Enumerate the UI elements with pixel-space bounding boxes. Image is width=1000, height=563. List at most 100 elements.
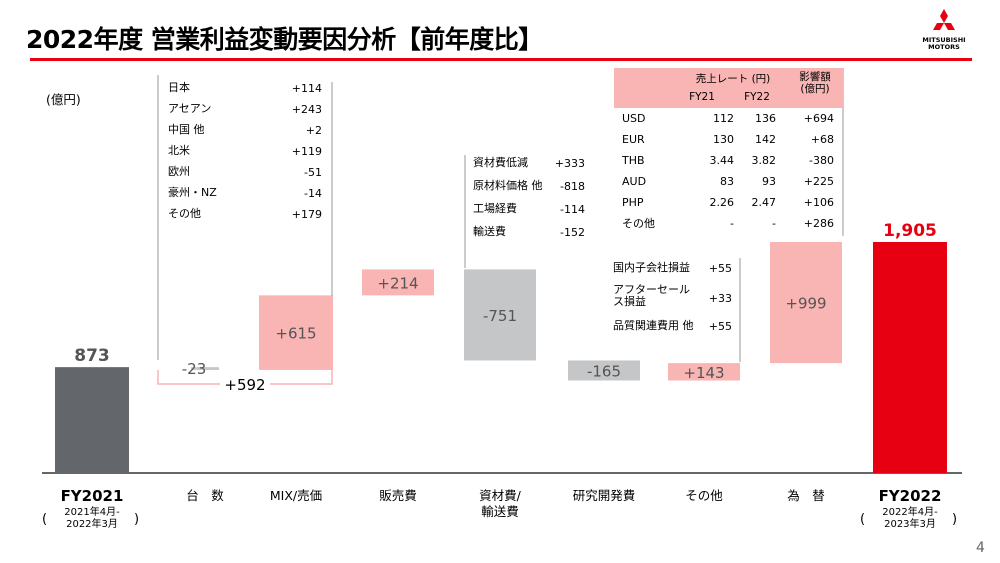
- breakdown-value: +55: [708, 262, 732, 275]
- fx-cell-fy21: 2.26: [709, 196, 735, 209]
- fx-cell-currency: THB: [622, 154, 645, 167]
- table-row: PHP 2.26 2.47 +106: [614, 196, 843, 210]
- fx-header-fy21: FY21: [689, 91, 715, 103]
- breakdown-value: +2: [305, 124, 322, 137]
- category-label: その他: [685, 488, 723, 503]
- breakdown-label: その他: [168, 207, 201, 220]
- breakdown-label: 国内子会社損益: [613, 261, 690, 274]
- open-paren: (: [42, 512, 48, 527]
- fx-cell-fy21: 83: [720, 175, 734, 188]
- category-label: 為 替: [787, 488, 825, 503]
- table-row: USD 112 136 +694: [614, 112, 843, 126]
- list-item: アフターセール ス損益 +33: [613, 284, 738, 308]
- bracket-label: +592: [224, 376, 265, 394]
- list-item: 北米 +119: [168, 145, 328, 159]
- list-item: アセアン +243: [168, 103, 328, 117]
- list-item: 中国 他 +2: [168, 124, 328, 138]
- list-item: 資材費低減 +333: [473, 157, 585, 171]
- fx-cell-impact: -380: [809, 154, 834, 167]
- breakdown-value: -14: [304, 187, 322, 200]
- bar-2: [259, 295, 333, 370]
- fx-cell-fy22: 142: [755, 133, 776, 146]
- fx-cell-currency: その他: [622, 217, 655, 230]
- breakdown-label: 品質関連費用 他: [613, 319, 694, 332]
- title-underline: [30, 58, 972, 61]
- fx-header-rate: 売上レート (円): [695, 73, 771, 85]
- list-item: 欧州 -51: [168, 166, 328, 180]
- breakdown-label: 工場経費: [473, 202, 517, 215]
- fx-cell-impact: +225: [803, 175, 834, 188]
- list-item: その他 +179: [168, 208, 328, 222]
- fx-cell-currency: EUR: [622, 133, 645, 146]
- page-number: 4: [976, 540, 985, 556]
- page-title: 2022年度 営業利益変動要因分析【前年度比】: [26, 25, 543, 54]
- table-row: AUD 83 93 +225: [614, 175, 843, 189]
- category-label: FY2021: [60, 487, 124, 505]
- fx-header-fy22: FY22: [744, 91, 770, 103]
- bar-label-7: +999: [785, 295, 826, 313]
- breakdown-value: -818: [560, 180, 585, 193]
- breakdown-label: 原材料価格 他: [473, 179, 543, 192]
- fx-cell-fy22: 136: [755, 112, 776, 125]
- bar-label-8: 1,905: [883, 221, 937, 241]
- fx-table-header-band: [614, 68, 843, 108]
- breakdown-value: -51: [304, 166, 322, 179]
- breakdown-value: +114: [291, 82, 322, 95]
- other-breakdown-panel: 国内子会社損益 +55 アフターセール ス損益 +33 品質関連費用 他 +55: [613, 262, 738, 352]
- fx-cell-currency: USD: [622, 112, 646, 125]
- category-sublabel: 2022年4月- 2023年3月: [882, 507, 938, 530]
- bar-label-5: -165: [587, 362, 621, 380]
- fx-cell-fy21: 3.44: [709, 154, 735, 167]
- bar-5: [568, 360, 640, 381]
- fx-cell-impact: +68: [810, 133, 834, 146]
- fx-cell-fy22: 2.47: [751, 196, 777, 209]
- category-label: 台 数: [186, 488, 224, 503]
- bracket-label-bg: [220, 374, 270, 394]
- category-label: 販売費: [379, 488, 417, 503]
- list-item: 国内子会社損益 +55: [613, 262, 738, 276]
- list-item: 日本 +114: [168, 82, 328, 96]
- bar-label-2: +615: [275, 325, 316, 343]
- bar-label-0: 873: [74, 346, 110, 366]
- fx-cell-fy22: 93: [762, 175, 776, 188]
- breakdown-value: -114: [560, 203, 585, 216]
- fx-cell-fy21: 130: [713, 133, 734, 146]
- material-breakdown-panel: 資材費低減 +333 原材料価格 他 -818 工場経費 -114 輸送費 -152: [473, 157, 585, 257]
- breakdown-label: アセアン: [168, 102, 212, 115]
- breakdown-value: +119: [291, 145, 322, 158]
- table-row: EUR 130 142 +68: [614, 133, 843, 147]
- breakdown-value: +179: [291, 208, 322, 221]
- fx-header-impact: 影響額 (億円): [799, 71, 831, 95]
- logo-text-line2: MOTORS: [928, 43, 960, 51]
- breakdown-label: 資材費低減: [473, 156, 528, 169]
- volume-breakdown-panel: 日本 +114 アセアン +243 中国 他 +2 北米 +119 欧州 -51 豪州・NZ -14 そ…: [168, 82, 328, 292]
- breakdown-value: +243: [291, 103, 322, 116]
- bar-0: [55, 367, 129, 473]
- list-item: 工場経費 -114: [473, 203, 585, 217]
- bar-label-6: +143: [683, 364, 724, 382]
- breakdown-value: -152: [560, 226, 585, 239]
- table-row: その他 - - +286: [614, 217, 843, 231]
- fx-cell-impact: +694: [803, 112, 834, 125]
- bar-4: [464, 269, 536, 361]
- close-paren: ): [952, 512, 958, 527]
- bar-1: [191, 367, 219, 370]
- list-item: 豪州・NZ -14: [168, 187, 328, 201]
- unit-label: (億円): [46, 92, 81, 107]
- close-paren: ): [134, 512, 140, 527]
- list-item: 品質関連費用 他 +55: [613, 320, 738, 334]
- bar-label-4: -751: [483, 307, 517, 325]
- open-paren: (: [860, 512, 866, 527]
- breakdown-value: +333: [554, 157, 585, 170]
- fx-cell-fy22: -: [772, 217, 776, 230]
- company-logo: MITSUBISHI MOTORS: [914, 8, 974, 54]
- table-row: THB 3.44 3.82 -380: [614, 154, 843, 168]
- fx-cell-currency: PHP: [622, 196, 644, 209]
- breakdown-label: 輸送費: [473, 225, 506, 238]
- breakdown-value: +55: [708, 320, 732, 333]
- breakdown-label: アフターセール ス損益: [613, 283, 690, 308]
- fx-cell-impact: +106: [803, 196, 834, 209]
- category-label: 研究開発費: [572, 488, 636, 503]
- fx-cell-fy22: 3.82: [751, 154, 777, 167]
